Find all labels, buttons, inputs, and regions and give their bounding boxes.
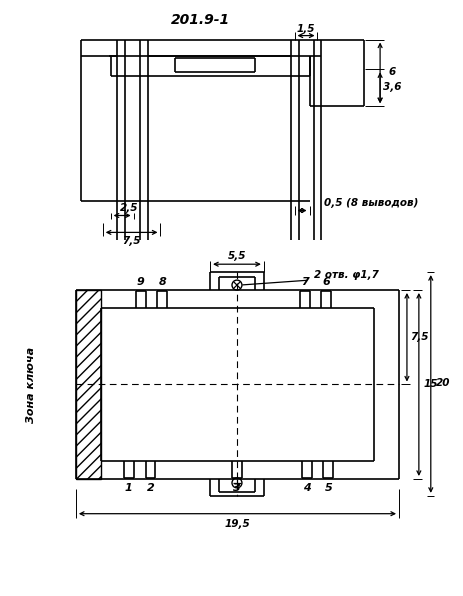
Text: 7,5: 7,5 <box>411 332 429 342</box>
Text: 7: 7 <box>300 277 308 287</box>
Text: 2: 2 <box>147 483 154 493</box>
Text: 1: 1 <box>125 483 132 493</box>
Text: 1,5: 1,5 <box>296 24 315 33</box>
Text: 3: 3 <box>233 483 241 493</box>
Text: 5,5: 5,5 <box>228 252 246 261</box>
Bar <box>76 290 101 479</box>
Text: 6: 6 <box>388 67 396 77</box>
Text: 0,5 (8 выводов): 0,5 (8 выводов) <box>324 198 419 207</box>
Text: Зона ключа: Зона ключа <box>26 346 36 423</box>
Text: 2 отв. φ1,7: 2 отв. φ1,7 <box>314 270 379 280</box>
Text: 8: 8 <box>158 277 166 287</box>
Text: 201.9-1: 201.9-1 <box>171 13 230 27</box>
Text: 5: 5 <box>325 483 332 493</box>
Text: 4: 4 <box>303 483 310 493</box>
Text: 20: 20 <box>436 378 450 389</box>
Text: 7,5: 7,5 <box>122 237 141 246</box>
Text: 19,5: 19,5 <box>224 519 250 529</box>
Text: 3,6: 3,6 <box>383 82 401 92</box>
Text: 6: 6 <box>323 277 330 287</box>
Text: 9: 9 <box>137 277 144 287</box>
Text: 15: 15 <box>424 380 438 389</box>
Text: 2,5: 2,5 <box>120 203 139 213</box>
